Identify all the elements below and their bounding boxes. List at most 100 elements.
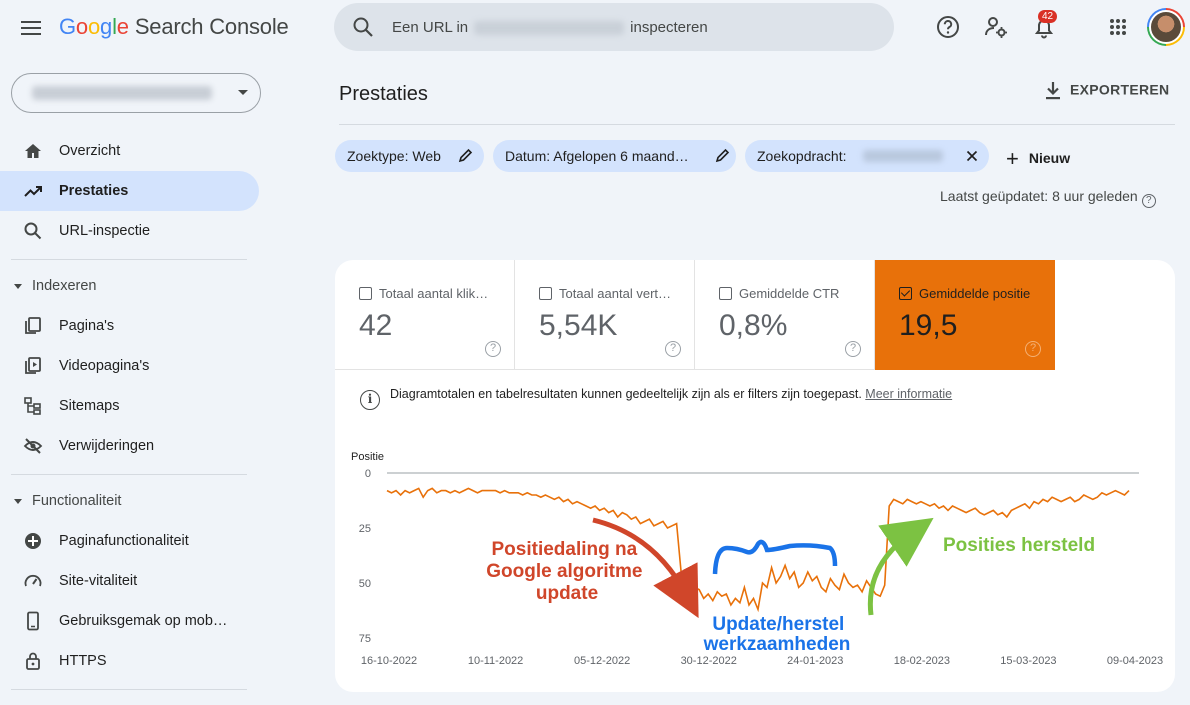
x-tick-label: 16-10-2022 [361,655,417,667]
page-title: Prestaties [339,83,428,105]
sidebar-item-sitemaps[interactable]: Sitemaps [0,386,259,426]
checkbox[interactable] [899,287,912,300]
checkbox[interactable] [359,287,372,300]
export-button[interactable]: EXPORTEREN [1044,81,1169,101]
logo-letter: l [112,14,117,39]
sidebar-item-site-vitaliteit[interactable]: Site-vitaliteit [0,561,259,601]
search-prefix: Een URL in [392,19,469,36]
product-logo[interactable]: Google Search Console [59,14,289,40]
pages-icon [25,317,41,334]
menu-icon[interactable] [20,17,42,39]
logo-letter: G [59,14,76,39]
series-line-position [386,487,1130,613]
sidebar-item-label: Pagina's [59,318,115,334]
annotation-bracket-blue [712,539,838,575]
metric-label-text: Gemiddelde CTR [739,286,840,301]
metric-clicks[interactable]: Totaal aantal klik… 42 ? [335,260,515,370]
metric-label: Gemiddelde CTR [719,286,839,301]
edit-pencil-icon[interactable] [458,148,473,163]
metric-ctr[interactable]: Gemiddelde CTR 0,8% ? [695,260,875,370]
page-experience-icon [25,533,41,549]
section-label: Indexeren [32,278,97,294]
sidebar-item-paginas[interactable]: Pagina's [0,306,259,346]
trending-up-icon [24,186,42,197]
sidebar-section-functionaliteit[interactable]: Functionaliteit [14,493,121,509]
annotation-recovered: Posities hersteld [943,535,1095,556]
help-icon[interactable]: ? [845,341,861,357]
metric-label: Gemiddelde positie [899,286,1030,301]
top-bar: Google Search Console Een URL in inspecter… [0,0,1190,56]
sidebar-item-label: Overzicht [59,143,121,159]
gauge-icon [24,574,42,587]
new-filter-button[interactable]: + Nieuw [1006,146,1070,172]
filter-chip-zoektype[interactable]: Zoektype: Web [335,140,484,172]
checkbox[interactable] [539,287,552,300]
metric-label-text: Totaal aantal vert… [559,286,672,301]
checkbox[interactable] [719,287,732,300]
sidebar-item-label: Prestaties [59,183,129,199]
metric-value: 19,5 [899,309,958,342]
y-axis-title: Positie [351,451,384,463]
avatar[interactable] [1147,8,1185,46]
metric-value: 0,8% [719,309,788,342]
more-info-link[interactable]: Meer informatie [865,387,953,401]
property-selector[interactable] [11,73,261,113]
metric-impressions[interactable]: Totaal aantal vert… 5,54K ? [515,260,695,370]
search-placeholder: Een URL in inspecteren [392,19,708,36]
annotation-drop: Positiedaling na Google algoritme update [486,539,648,604]
logo-letter: o [75,14,88,39]
header-divider [339,124,1175,125]
sidebar-item-overzicht[interactable]: Overzicht [0,131,259,171]
caret-down-icon [238,90,248,95]
chip-label: Datum: Afgelopen 6 maand… [505,148,689,164]
annotation-repair: Update/herstel werkzaamheden [703,614,851,655]
sidebar-section-indexeren[interactable]: Indexeren [14,278,97,294]
sitemap-icon [24,397,41,415]
sidebar-item-prestaties[interactable]: Prestaties [0,171,259,211]
info-text: Diagramtotalen en tabelresultaten kunnen… [390,387,862,401]
metric-value: 5,54K [539,309,618,342]
y-tick-label: 25 [359,523,371,535]
metric-value: 42 [359,309,393,342]
sidebar-item-mobiel[interactable]: Gebruiksgemak op mob… [0,601,259,641]
url-inspect-search[interactable]: Een URL in inspecteren [334,3,894,51]
help-icon[interactable]: ? [665,341,681,357]
sidebar-item-label: Site-vitaliteit [59,573,138,589]
last-updated-text: Laatst geüpdatet: 8 uur geleden [940,188,1138,204]
metric-position[interactable]: Gemiddelde positie 19,5 ? [875,260,1055,370]
lock-icon [26,652,40,670]
search-icon [353,17,373,37]
info-notice: i Diagramtotalen en tabelresultaten kunne… [360,387,952,410]
metric-label: Totaal aantal vert… [539,286,671,301]
annotation-line: Positiedaling na [492,539,638,560]
metric-label-text: Gemiddelde positie [919,286,1031,301]
close-icon[interactable] [966,150,978,162]
search-suffix: inspecteren [630,19,708,36]
blurred-query [863,150,943,162]
sidebar-item-https[interactable]: HTTPS [0,641,259,681]
sidebar-item-url-inspectie[interactable]: URL-inspectie [0,211,259,251]
metric-label: Totaal aantal klik… [359,286,488,301]
chip-label: Zoektype: Web [347,148,441,164]
metric-label-text: Totaal aantal klik… [379,286,489,301]
sidebar-item-videopaginas[interactable]: Videopagina's [0,346,259,386]
annotation-line: update [536,583,598,604]
help-icon[interactable]: ? [1141,194,1156,208]
filter-chip-datum[interactable]: Datum: Afgelopen 6 maand… [493,140,736,172]
sidebar-item-paginafunctionaliteit[interactable]: Paginafunctionaliteit [0,521,259,561]
mobile-icon [27,611,39,631]
apps-grid-icon[interactable] [1105,14,1131,40]
help-icon[interactable]: ? [485,341,501,357]
last-updated: Laatst geüpdatet: 8 uur geleden? [940,188,1156,208]
help-icon[interactable]: ? [1025,341,1041,357]
annotation-arrow-red [592,517,699,619]
x-tick-label: 09-04-2023 [1107,655,1163,667]
manage-accounts-icon[interactable] [983,14,1009,40]
sidebar-item-verwijderingen[interactable]: Verwijderingen [0,426,259,466]
filter-chip-zoekopdracht[interactable]: Zoekopdracht: [745,140,989,172]
annotation-line: Google algoritme [486,561,642,582]
x-tick-label: 05-12-2022 [574,655,630,667]
edit-pencil-icon[interactable] [715,148,730,163]
help-icon[interactable] [935,14,961,40]
sidebar-item-label: Verwijderingen [59,438,155,454]
